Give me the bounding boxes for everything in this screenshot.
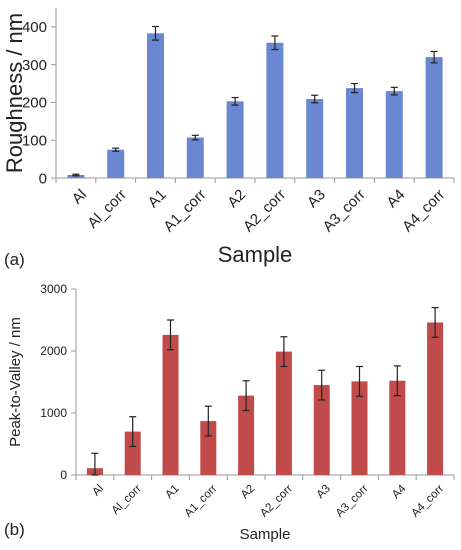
x-tick-label-Al_corr: Al_corr [84, 186, 130, 232]
bar-A3_corr [346, 88, 363, 178]
bar-A1 [162, 334, 179, 475]
x-tick-label-A4: A4 [390, 482, 409, 501]
x-tick-label-A3_corr: A3_corr [320, 186, 369, 235]
x-tick-label-A4_corr: A4_corr [409, 483, 446, 520]
x-tick-label-A1_corr: A1_corr [160, 186, 209, 235]
bar-A4 [385, 91, 403, 178]
x-tick-label-A2: A2 [239, 483, 257, 501]
bar-A4_corr [425, 57, 443, 178]
bar-A1 [147, 33, 164, 178]
bar-A4_corr [427, 322, 444, 475]
bar-Al [67, 174, 85, 178]
bar-A3 [306, 99, 324, 178]
x-tick-label-Al_corr: Al_corr [110, 483, 144, 517]
x-tick-label-A3: A3 [314, 483, 332, 501]
y-tick-label: 3000 [40, 282, 67, 296]
y-tick-label: 1000 [40, 406, 67, 420]
x-tick-label-A2_corr: A2_corr [258, 483, 295, 520]
x-tick-label-A4: A4 [383, 186, 408, 211]
x-tick-label-A2: A2 [224, 186, 249, 211]
y-axis-title: Roughness / nm [2, 13, 27, 173]
bar-A3 [313, 385, 330, 475]
bar-A3_corr [351, 381, 368, 475]
x-tick-label-A3_corr: A3_corr [334, 483, 371, 520]
bar-Al_corr [124, 431, 141, 475]
bar-A4 [389, 380, 406, 475]
x-tick-label-A1_corr: A1_corr [183, 483, 220, 520]
chart-b: 0 1000 2000 3000 Al Al_corr A1 A1_corr A2 A2_corr… [7, 282, 455, 543]
x-tick-label-A4_corr: A4_corr [399, 186, 448, 235]
bar-A2 [238, 395, 255, 475]
x-tick-label-A3: A3 [304, 186, 329, 211]
y-tick-label: 200 [22, 95, 47, 112]
y-tick-label: 2000 [40, 344, 67, 358]
y-axis-title: Peak-to-Valley / nm [7, 317, 24, 447]
y-tick-label: 0 [60, 468, 67, 482]
y-tick-label: 100 [22, 132, 47, 149]
bar-A1_corr [186, 137, 204, 178]
bar-A2_corr [275, 351, 292, 475]
y-tick-label: 0 [39, 170, 47, 187]
bar-Al_corr [107, 149, 125, 178]
x-axis-title: Sample [218, 242, 293, 267]
y-tick-label: 300 [22, 57, 47, 74]
x-tick-label-A1: A1 [145, 186, 170, 211]
x-axis-title: Sample [240, 526, 291, 543]
x-tick-label-Al: Al [69, 186, 90, 207]
x-tick-label-A1: A1 [163, 483, 181, 501]
bar-A1_corr [200, 421, 217, 475]
bar-A2_corr [266, 42, 284, 178]
panel-label-a: (a) [4, 250, 25, 269]
x-tick-label-A2_corr: A2_corr [240, 186, 289, 235]
panel-label-b: (b) [4, 520, 25, 539]
bar-A2 [226, 101, 244, 178]
y-tick-label: 400 [22, 19, 47, 36]
x-tick-label-Al: Al [90, 483, 106, 499]
